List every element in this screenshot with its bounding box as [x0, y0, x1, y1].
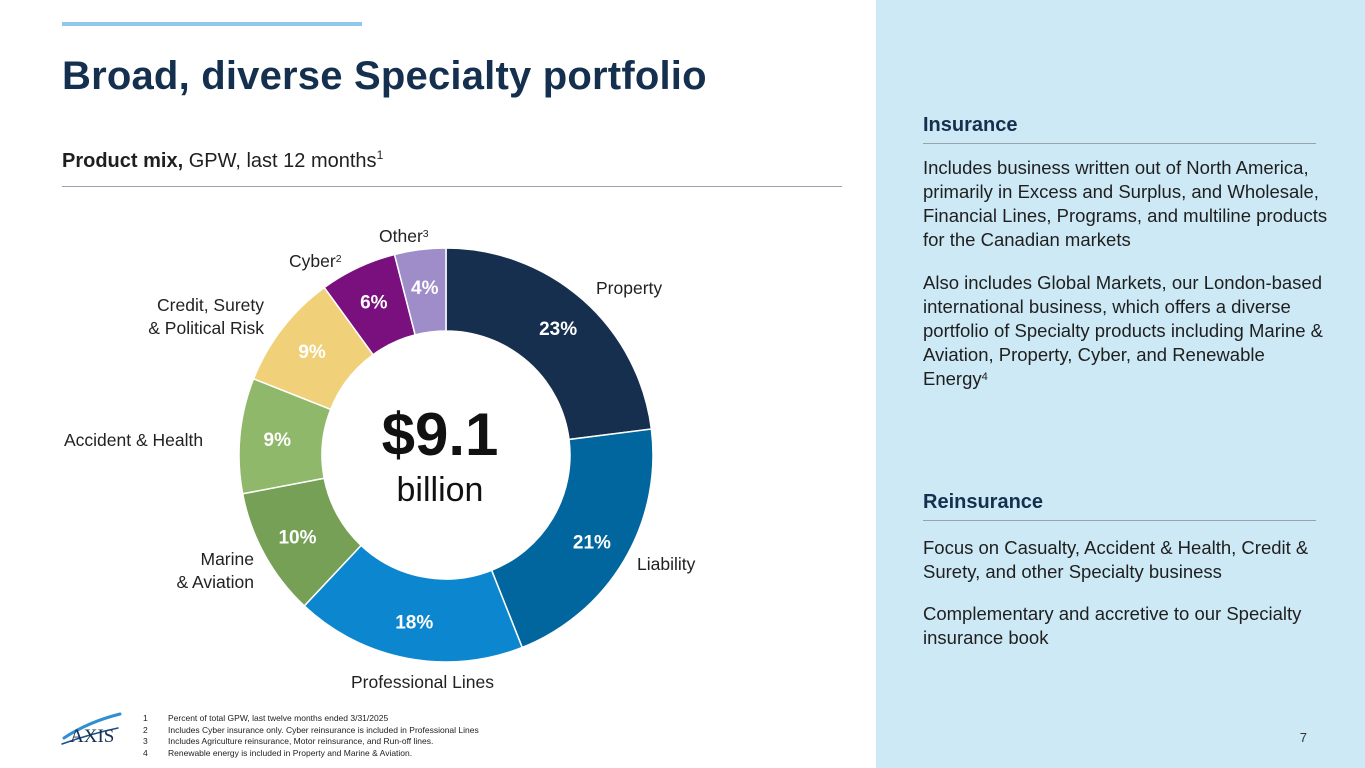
label-credit-surety: Credit, Surety & Political Risk: [110, 294, 264, 340]
subtitle-rest: GPW, last 12 months: [183, 150, 377, 172]
reinsurance-heading: Reinsurance: [923, 491, 1044, 513]
insurance-heading: Insurance: [923, 114, 1018, 136]
donut-value-label: 4%: [411, 278, 439, 299]
donut-value-label: 9%: [298, 342, 326, 363]
donut-slice-property: [445, 247, 653, 441]
donut-value-label: 6%: [360, 293, 388, 314]
footnote-4-number: 4: [143, 747, 148, 758]
footnote-2-number: 2: [143, 724, 148, 735]
donut-value-label: 18%: [395, 612, 433, 633]
donut-value-label: 9%: [264, 430, 292, 451]
footnote-2-text: Includes Cyber insurance only. Cyber rei…: [168, 724, 479, 735]
footnote-4-text: Renewable energy is included in Property…: [168, 747, 413, 758]
insurance-paragraph-1: Includes business written out of North A…: [923, 157, 1328, 250]
label-marine-line1: Marine: [200, 549, 255, 569]
title-accent-bar: [62, 22, 362, 26]
insurance-divider: [923, 143, 1316, 144]
page-number: 7: [1299, 730, 1307, 745]
label-marine-aviation: Marine & Aviation: [140, 548, 254, 594]
label-credit-line2: & Political Risk: [148, 318, 264, 338]
page-title: Broad, diverse Specialty portfolio: [62, 54, 707, 98]
insurance-paragraph-2-text: Also includes Global Markets, our London…: [923, 272, 1324, 389]
label-cyber-footnote-ref: 2: [335, 253, 342, 265]
donut-value-label: 23%: [539, 319, 577, 340]
footnote-2: 2 Includes Cyber insurance only. Cyber re…: [143, 725, 479, 737]
footnote-1-number: 1: [143, 713, 148, 723]
reinsurance-divider: [923, 520, 1316, 521]
label-accident-health: Accident & Health: [64, 430, 204, 450]
subtitle-bold: Product mix,: [62, 150, 184, 172]
label-other-text: Other: [379, 226, 423, 246]
donut-slice-liability: [490, 428, 654, 649]
subtitle-divider: [62, 186, 842, 187]
chart-subtitle: Product mix, GPW, last 12 months1: [62, 148, 384, 173]
donut-slice-other: [393, 247, 447, 336]
footnote-3: 3 Includes Agriculture reinsurance, Motor…: [143, 736, 479, 748]
label-cyber-text: Cyber: [289, 251, 336, 271]
label-other: Other3: [379, 225, 429, 248]
reinsurance-paragraph-2: Complementary and accretive to our Speci…: [923, 603, 1302, 648]
label-credit-line1: Credit, Surety: [157, 295, 264, 315]
donut-value-label: 21%: [573, 532, 611, 553]
donut-value-label: 10%: [278, 528, 316, 549]
axis-logo: AXIS: [61, 712, 122, 747]
label-cyber: Cyber2: [289, 250, 342, 273]
footnote-4: 4 Renewable energy is included in Propert…: [143, 748, 479, 760]
footnote-1: 1 Percent of total GPW, last twelve month…: [143, 713, 479, 725]
label-other-footnote-ref: 3: [422, 228, 429, 240]
donut-chart: 23% 21% 18% 10% 9% 9% 6% 4%: [238, 247, 654, 663]
insurance-paragraph-2: Also includes Global Markets, our London…: [923, 271, 1328, 391]
footnote-3-text: Includes Agriculture reinsurance, Motor …: [168, 736, 434, 746]
footnote-1-text: Percent of total GPW, last twelve months…: [168, 713, 389, 723]
insurance-footnote-ref: 4: [981, 371, 988, 383]
reinsurance-paragraph-1: Focus on Casualty, Accident & Health, Cr…: [923, 537, 1309, 582]
footnote-3-number: 3: [143, 736, 148, 746]
label-marine-line2: & Aviation: [176, 572, 254, 592]
description-panel: Insurance Includes business written out …: [876, 0, 1365, 768]
subtitle-footnote-ref: 1: [376, 148, 384, 162]
logo-text: AXIS: [70, 726, 114, 747]
footnotes: 1 Percent of total GPW, last twelve month…: [143, 713, 479, 759]
donut-center-unit: billion: [396, 471, 484, 509]
label-property: Property: [596, 278, 663, 298]
label-liability: Liability: [637, 554, 696, 574]
label-professional-lines: Professional Lines: [351, 672, 494, 692]
donut-center-value: $9.1: [381, 401, 499, 468]
